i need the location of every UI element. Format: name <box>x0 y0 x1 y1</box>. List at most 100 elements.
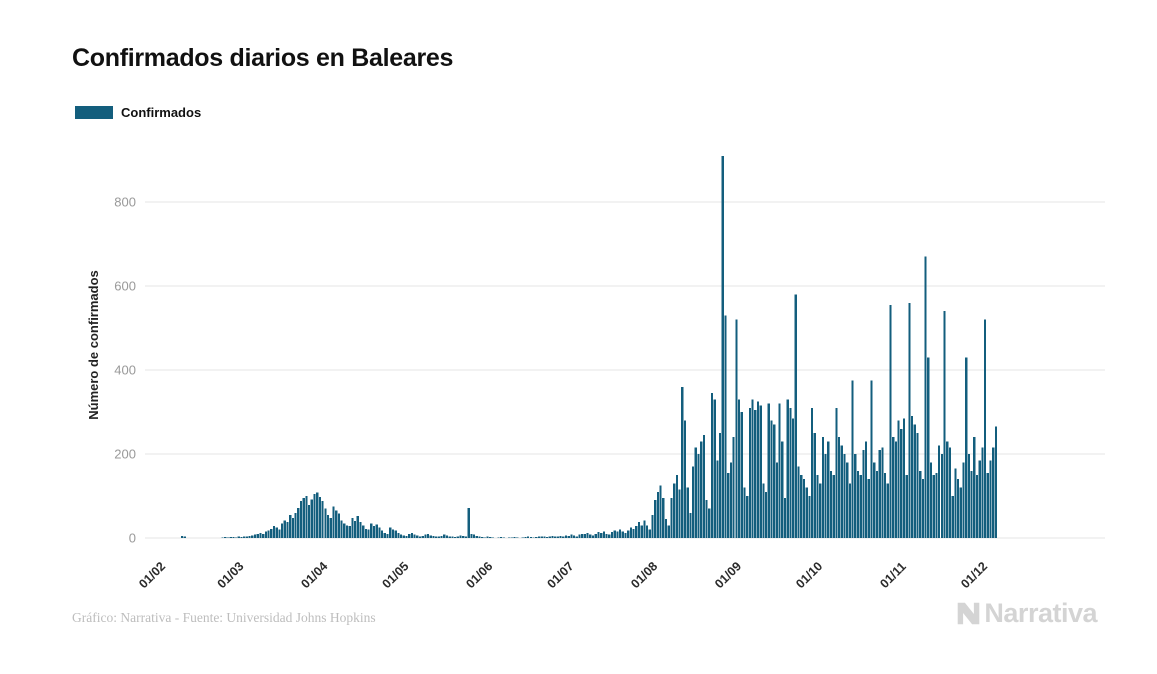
bar[interactable] <box>467 507 470 538</box>
bar[interactable] <box>321 501 324 538</box>
bar[interactable] <box>475 535 478 538</box>
bar[interactable] <box>792 418 795 538</box>
bar[interactable] <box>894 441 897 538</box>
bar[interactable] <box>370 523 373 538</box>
bar[interactable] <box>364 528 368 538</box>
bar[interactable] <box>719 433 722 538</box>
bar[interactable] <box>248 535 251 538</box>
bar[interactable] <box>838 437 841 538</box>
bar[interactable] <box>778 403 781 538</box>
bar[interactable] <box>427 533 430 538</box>
bar[interactable] <box>329 517 332 538</box>
bar[interactable] <box>746 496 749 538</box>
bar[interactable] <box>513 537 516 538</box>
bar[interactable] <box>251 535 254 538</box>
bar[interactable] <box>670 498 673 538</box>
bar[interactable] <box>978 460 981 538</box>
bar[interactable] <box>940 454 943 538</box>
bar[interactable] <box>821 437 824 538</box>
bar[interactable] <box>813 433 816 538</box>
bar[interactable] <box>870 380 873 539</box>
bar[interactable] <box>267 530 270 538</box>
bar[interactable] <box>640 525 643 538</box>
bar[interactable] <box>424 534 427 538</box>
bar[interactable] <box>929 462 933 538</box>
bar[interactable] <box>743 487 746 538</box>
bar[interactable] <box>875 470 879 538</box>
bar[interactable] <box>710 393 714 538</box>
bar[interactable] <box>854 454 857 538</box>
bar[interactable] <box>708 508 711 538</box>
bar[interactable] <box>486 536 489 538</box>
bar[interactable] <box>440 535 443 538</box>
bar[interactable] <box>240 537 243 538</box>
bar[interactable] <box>873 462 876 538</box>
bar[interactable] <box>351 517 354 538</box>
bar[interactable] <box>245 536 249 538</box>
bar[interactable] <box>773 424 776 538</box>
bar[interactable] <box>970 470 973 538</box>
bar[interactable] <box>656 491 660 538</box>
bar[interactable] <box>810 407 814 538</box>
bar[interactable] <box>965 357 968 538</box>
bar[interactable] <box>435 536 438 538</box>
bar[interactable] <box>956 479 960 538</box>
bar[interactable] <box>302 498 305 538</box>
bar[interactable] <box>399 534 403 538</box>
bar[interactable] <box>367 529 370 538</box>
bar[interactable] <box>359 522 362 538</box>
bar[interactable] <box>716 460 719 538</box>
legend-item-confirmados[interactable]: Confirmados <box>75 105 201 120</box>
bar[interactable] <box>443 534 446 538</box>
bar[interactable] <box>732 437 735 538</box>
bar[interactable] <box>299 501 303 538</box>
bar[interactable] <box>256 533 259 538</box>
bar[interactable] <box>729 462 733 538</box>
bar[interactable] <box>337 513 340 538</box>
bar[interactable] <box>789 407 792 538</box>
bar[interactable] <box>846 462 849 538</box>
bar[interactable] <box>624 532 627 538</box>
bar[interactable] <box>783 498 787 538</box>
bar[interactable] <box>537 536 541 538</box>
bar[interactable] <box>681 386 684 538</box>
bar[interactable] <box>802 479 806 538</box>
bar[interactable] <box>675 475 678 538</box>
bar[interactable] <box>297 507 300 538</box>
bar[interactable] <box>856 470 860 538</box>
bar[interactable] <box>770 420 773 538</box>
bar[interactable] <box>405 535 408 538</box>
bar[interactable] <box>865 441 868 538</box>
bar[interactable] <box>545 537 549 538</box>
bar[interactable] <box>243 536 246 538</box>
bar[interactable] <box>318 496 322 538</box>
bar[interactable] <box>767 403 770 538</box>
bar[interactable] <box>962 462 965 538</box>
bar[interactable] <box>294 512 297 538</box>
bar[interactable] <box>348 526 351 538</box>
bar[interactable] <box>667 525 670 538</box>
bar[interactable] <box>554 536 557 538</box>
bar[interactable] <box>410 532 413 538</box>
bar[interactable] <box>556 536 559 538</box>
bar[interactable] <box>548 536 551 538</box>
bar[interactable] <box>954 468 957 538</box>
bar[interactable] <box>559 535 562 538</box>
bar[interactable] <box>397 532 400 538</box>
bar[interactable] <box>762 483 765 538</box>
bar[interactable] <box>751 399 754 538</box>
bar[interactable] <box>816 475 819 538</box>
bar[interactable] <box>429 535 432 538</box>
bar[interactable] <box>259 532 262 538</box>
bar[interactable] <box>618 529 622 538</box>
bar[interactable] <box>375 524 378 538</box>
bar[interactable] <box>948 447 952 538</box>
bar[interactable] <box>421 535 424 538</box>
bar[interactable] <box>224 537 227 538</box>
bar[interactable] <box>283 520 286 538</box>
bar[interactable] <box>797 466 800 538</box>
bar[interactable] <box>967 454 970 538</box>
bar[interactable] <box>232 537 235 538</box>
bar[interactable] <box>391 529 395 538</box>
bar[interactable] <box>543 536 546 538</box>
